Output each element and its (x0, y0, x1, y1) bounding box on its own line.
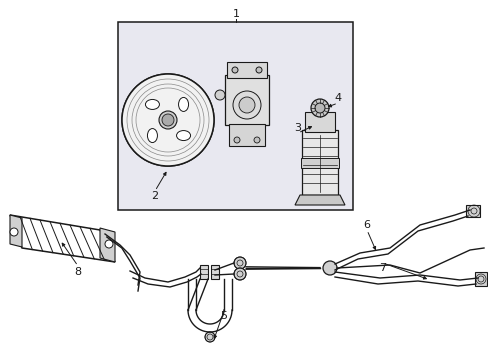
Bar (210, 265, 219, 279)
Bar (301, 158, 338, 168)
Bar (228, 124, 264, 146)
Circle shape (234, 257, 245, 269)
Bar (305, 112, 334, 132)
Text: 7: 7 (379, 263, 386, 273)
Text: 3: 3 (294, 123, 301, 133)
Circle shape (159, 111, 177, 129)
Bar (302, 130, 337, 195)
Bar (465, 205, 479, 217)
Polygon shape (10, 215, 115, 262)
Circle shape (234, 137, 240, 143)
Text: 6: 6 (363, 220, 370, 230)
Circle shape (323, 261, 336, 275)
Circle shape (10, 228, 18, 236)
Ellipse shape (147, 129, 157, 143)
Circle shape (310, 99, 328, 117)
Bar (226, 62, 266, 78)
Text: 8: 8 (74, 267, 81, 277)
Text: 5: 5 (220, 311, 227, 321)
Circle shape (253, 137, 260, 143)
Circle shape (314, 103, 325, 113)
Circle shape (215, 90, 224, 100)
Ellipse shape (178, 98, 188, 112)
Bar (224, 75, 268, 125)
Text: 2: 2 (151, 191, 158, 201)
Circle shape (231, 67, 238, 73)
Text: 4: 4 (334, 93, 341, 103)
Polygon shape (10, 215, 22, 247)
Circle shape (162, 114, 174, 126)
Circle shape (122, 74, 214, 166)
Circle shape (239, 97, 254, 113)
Polygon shape (100, 228, 115, 262)
Ellipse shape (145, 99, 159, 109)
Circle shape (204, 332, 215, 342)
Bar (118, 22, 352, 210)
Polygon shape (294, 195, 345, 205)
Ellipse shape (176, 131, 190, 140)
Circle shape (232, 91, 261, 119)
Circle shape (234, 268, 245, 280)
Circle shape (105, 240, 113, 248)
Text: 1: 1 (232, 9, 239, 19)
Bar (200, 265, 207, 279)
Circle shape (256, 67, 262, 73)
Bar (474, 272, 486, 286)
